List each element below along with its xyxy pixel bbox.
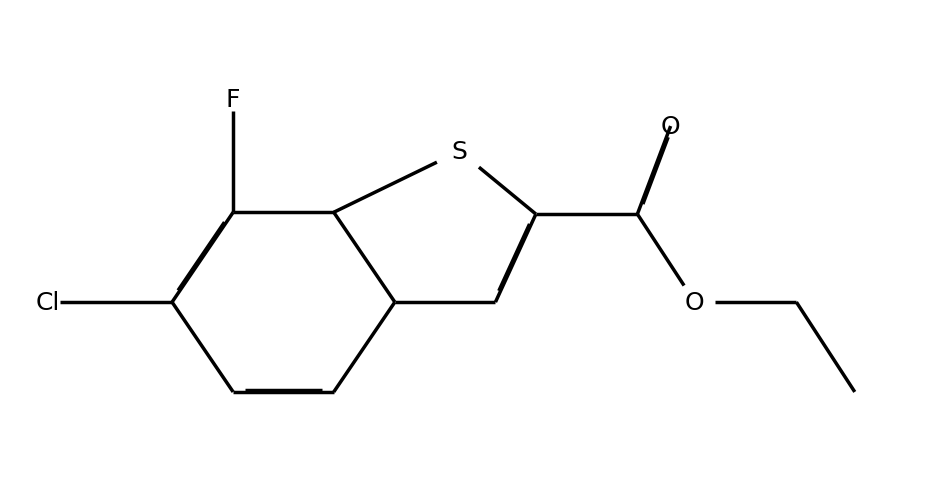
Text: O: O — [685, 291, 705, 315]
Text: Cl: Cl — [35, 291, 60, 315]
Text: S: S — [451, 140, 467, 164]
Text: O: O — [661, 115, 680, 139]
Text: F: F — [226, 88, 240, 112]
